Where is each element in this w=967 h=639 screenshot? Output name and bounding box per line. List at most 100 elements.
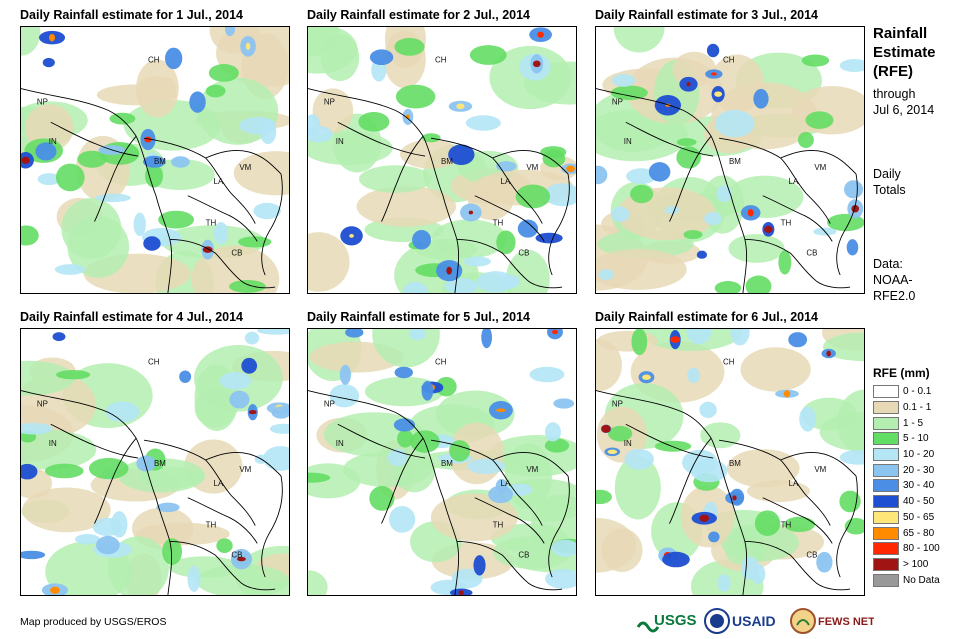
rain-core — [248, 410, 257, 415]
rain-patch — [500, 275, 520, 289]
rain-patch — [778, 250, 792, 275]
rain-patch — [54, 264, 86, 275]
legend-swatch — [873, 557, 899, 571]
rain-patch — [728, 234, 785, 263]
rain-cell — [179, 370, 192, 383]
rain-patch — [228, 279, 266, 293]
panel-title: Daily Rainfall estimate for 3 Jul., 2014 — [595, 8, 819, 22]
rain-core — [851, 205, 860, 213]
country-label: CH — [435, 56, 447, 65]
rain-patch — [135, 59, 179, 118]
rain-patch — [329, 384, 360, 408]
rainfall-map-svg: CH NP IN BM LA VM TH CB — [308, 329, 576, 595]
agency-logos: USGS USAID FEWS NET — [636, 607, 874, 635]
rain-core — [601, 424, 611, 433]
rain-cell — [517, 219, 539, 238]
country-border — [94, 437, 137, 524]
rain-core — [458, 590, 464, 595]
country-label: NP — [324, 399, 335, 408]
rain-patch — [465, 115, 501, 131]
sidebar-daily-totals: Daily Totals — [873, 167, 906, 197]
legend-label: 65 - 80 — [903, 527, 935, 539]
country-label: NP — [324, 97, 335, 106]
rain-cell — [753, 88, 769, 109]
country-label: IN — [624, 137, 632, 146]
legend-label: 20 - 30 — [903, 464, 935, 476]
country-label: CH — [435, 358, 447, 367]
country-border — [596, 390, 712, 439]
panel-title: Daily Rainfall estimate for 2 Jul., 2014 — [307, 8, 531, 22]
country-border — [710, 135, 746, 240]
rain-core — [537, 31, 544, 38]
rain-cell — [164, 47, 183, 70]
rain-cell — [696, 250, 708, 259]
map-credit: Map produced by USGS/EROS — [20, 616, 167, 628]
rain-core — [764, 225, 773, 233]
country-label: IN — [336, 439, 344, 448]
legend-swatch — [873, 510, 899, 524]
rain-core — [21, 156, 30, 164]
legend-swatch — [873, 385, 899, 399]
country-border — [422, 437, 458, 542]
rain-patch — [714, 109, 755, 138]
rain-cell — [143, 155, 166, 168]
rainfall-map: CH NP IN BM LA VM TH CB — [595, 328, 865, 596]
rain-patch — [369, 485, 395, 511]
rain-patch — [21, 422, 53, 435]
rain-cell — [21, 550, 46, 560]
rain-patch — [449, 440, 471, 462]
country-label: TH — [493, 521, 504, 530]
country-border — [492, 150, 569, 175]
country-border — [21, 88, 137, 137]
legend-swatch — [873, 495, 899, 509]
rain-patch — [253, 202, 281, 220]
country-border — [205, 452, 282, 477]
rain-patch — [216, 538, 233, 554]
rain-patch — [844, 517, 864, 535]
country-label: BM — [441, 459, 453, 468]
country-label: BM — [154, 459, 166, 468]
rain-cell — [481, 329, 493, 349]
usgs-logo-text: USGS — [654, 612, 697, 629]
country-label: BM — [154, 157, 166, 166]
legend-item: 50 - 65 — [873, 510, 940, 526]
rain-cell — [708, 531, 720, 543]
country-label: IN — [624, 439, 632, 448]
country-border — [744, 540, 851, 591]
country-border — [144, 439, 256, 526]
rain-patch — [308, 570, 328, 595]
rain-patch — [725, 539, 767, 565]
rainfall-map: CH NP IN BM LA VM TH CB — [307, 26, 577, 294]
country-label: LA — [214, 177, 224, 186]
rain-patch — [801, 54, 830, 67]
rain-cell — [706, 43, 720, 58]
country-border — [742, 541, 747, 595]
panel-title: Daily Rainfall estimate for 6 Jul., 2014 — [595, 310, 819, 324]
rain-patch — [168, 556, 241, 579]
rain-patch — [22, 487, 111, 533]
rain-patch — [614, 455, 661, 520]
rain-cell — [788, 332, 808, 348]
country-label: CH — [148, 56, 160, 65]
rain-patch — [613, 27, 665, 53]
rain-patch — [395, 84, 436, 109]
rain-patch — [608, 425, 633, 442]
country-border — [710, 437, 746, 542]
legend: RFE (mm) 0 - 0.1 0.1 - 1 1 - 5 5 - 10 10 - 2… — [873, 366, 940, 588]
rain-patch — [233, 151, 289, 196]
rain-patch — [263, 446, 289, 471]
rain-cell — [553, 398, 575, 409]
country-border — [742, 239, 747, 293]
legend-item: 40 - 50 — [873, 494, 940, 510]
rain-patch — [596, 248, 687, 290]
fewsnet-logo-text: FEWS NET — [818, 616, 874, 628]
fewsnet-logo: FEWS NET — [790, 608, 874, 634]
rainfall-map-svg: CH NP IN BM LA VM TH CB — [596, 329, 864, 595]
rain-core — [468, 210, 474, 215]
rain-patch — [109, 112, 136, 125]
rain-patch — [611, 206, 630, 223]
rain-patch — [187, 565, 201, 592]
rainfall-map-svg: CH NP IN BM LA VM TH CB — [21, 27, 289, 293]
rain-patch — [308, 125, 333, 143]
rain-core — [202, 246, 213, 253]
